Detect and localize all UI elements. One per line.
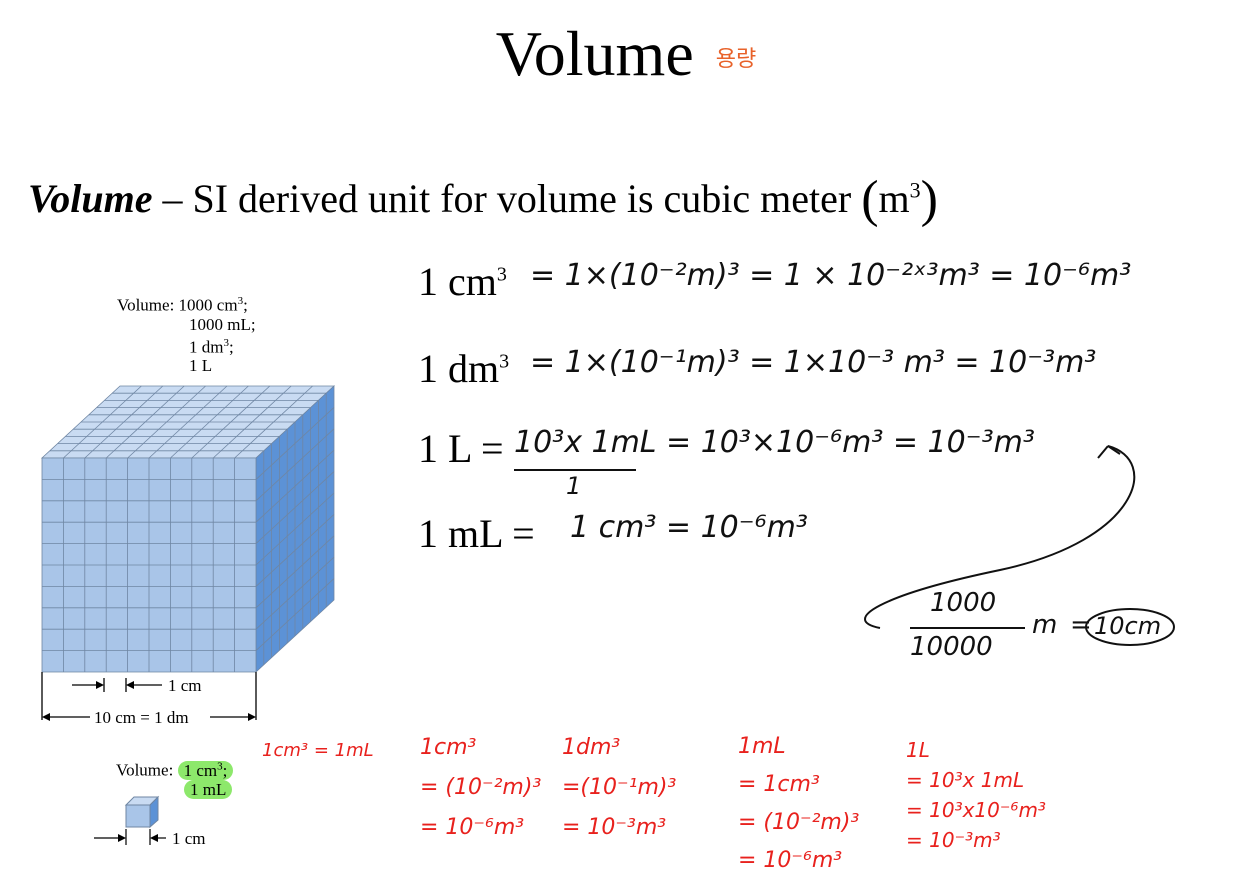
side-result: 10cm — [1094, 612, 1162, 640]
small-volume-ml-row: 1 mL — [184, 780, 233, 799]
dim-arrowhead-3 — [42, 713, 50, 721]
red-column-4-line-2: = 10³x 1mL — [906, 768, 1025, 792]
red-column-4-line-4: = 10⁻³m³ — [906, 828, 1001, 852]
definition-text: SI derived unit for volume is cubic mete… — [192, 176, 862, 221]
red-column-2-line-2: =(10⁻¹m)³ — [562, 775, 677, 800]
title-korean-note: 용량 — [715, 47, 757, 73]
definition-dash: – — [152, 176, 193, 221]
equation-3-lhs: 1 L = — [418, 426, 504, 471]
side-unit: m — [1032, 610, 1058, 640]
equation-4-handwritten: 1 cm³ = 10⁻⁶m³ — [570, 510, 808, 545]
small-volume-cm-highlight: 1 cm3; — [177, 760, 234, 780]
definition-unit-exp: 3 — [909, 177, 921, 203]
red-note-top: 1cm³ = 1mL — [262, 740, 374, 761]
cube-grid-line — [255, 578, 335, 651]
small-dim-arrowhead-2 — [150, 834, 158, 842]
page-title: Volume 용량 — [0, 14, 1252, 100]
figure-volume-caption: Volume: 1000 cm3; 1000 mL; 1 dm3; 1 L — [117, 295, 256, 376]
small-volume-cm: 1 cm — [183, 760, 218, 780]
red-column-4: 1L = 10³x 1mL = 10³x10⁻⁶m³ = 10⁻³m³ — [906, 735, 1046, 855]
cube-grid — [40, 385, 336, 673]
red-column-3-line-3: = (10⁻²m)³ — [738, 810, 860, 835]
small-cube-illustration — [94, 795, 166, 845]
volume-line-ml: 1000 mL; — [189, 314, 256, 334]
cm-label: 1 cm — [168, 676, 202, 695]
cube-grid-line — [255, 556, 335, 630]
cube-grid-line — [212, 385, 292, 459]
equation-1-handwritten: = 1×(10⁻²m)³ = 1 × 10⁻²ˣ³m³ = 10⁻⁶m³ — [530, 258, 1132, 293]
equation-4-lhs: 1 mL = — [418, 511, 535, 556]
red-column-2: 1dm³ =(10⁻¹m)³ = 10⁻³m³ — [562, 728, 676, 848]
fraction-bar — [514, 469, 636, 471]
cube-grid-line — [255, 492, 335, 566]
volume-line-l: 1 L — [189, 356, 213, 376]
curved-arrow — [864, 445, 1175, 646]
volume-label: Volume: 1000 cm — [117, 295, 238, 315]
equation-2-lhs: 1 dm3 — [418, 345, 509, 392]
red-column-4-line-1: 1L — [906, 738, 930, 762]
cube-grid-line — [255, 535, 335, 609]
red-column-1-line-2: = (10⁻²m)³ — [420, 775, 542, 800]
red-column-3-line-2: = 1cm³ — [738, 772, 820, 797]
equation-2-exp: 3 — [499, 350, 510, 373]
curved-arrow-head — [1097, 445, 1121, 459]
side-denominator: 10000 — [910, 632, 993, 662]
red-column-1-line-3: = 10⁻⁶m³ — [420, 815, 525, 840]
small-cube-front — [125, 804, 151, 828]
red-column-3-line-1: 1mL — [738, 734, 786, 759]
definition-line: Volume – SI derived unit for volume is c… — [28, 170, 938, 229]
equation-3-handwritten: 10³x 1mL = 10³×10⁻⁶m³ = 10⁻³m³ — [514, 425, 1035, 460]
result-circle — [1085, 608, 1175, 646]
fraction-denominator: 1 — [566, 472, 582, 500]
equation-1-exp: 3 — [496, 263, 507, 286]
small-dim-arrowhead-1 — [118, 834, 126, 842]
cube-grid-line — [234, 385, 313, 459]
title-text: Volume — [495, 18, 694, 89]
curved-arrow-path — [864, 445, 1136, 629]
red-column-2-line-1: 1dm³ — [562, 735, 621, 760]
equation-1-lhs: 1 cm3 — [418, 258, 507, 305]
cube-illustration — [40, 385, 336, 721]
small-volume-label: Volume: — [116, 760, 174, 780]
dim-arrowhead-1 — [96, 681, 104, 689]
cube-grid-line — [255, 514, 335, 587]
dim-arrowhead-4 — [248, 713, 256, 721]
definition-term: Volume — [28, 176, 153, 221]
equation-1-label: 1 cm — [418, 259, 497, 304]
side-equals: = — [1070, 610, 1092, 640]
cube-grid-line — [191, 385, 271, 459]
cube-grid-line — [170, 385, 249, 459]
volume-line-dm: 1 dm — [189, 337, 224, 357]
small-cm-label: 1 cm — [172, 829, 206, 848]
red-column-1: 1cm³ = (10⁻²m)³ = 10⁻⁶m³ — [420, 728, 541, 848]
red-column-3-line-4: = 10⁻⁶m³ — [738, 848, 843, 873]
equation-2-label: 1 dm — [418, 346, 500, 391]
dim-arrowhead-2 — [126, 681, 134, 689]
small-volume-ml: 1 mL — [184, 780, 233, 799]
side-numerator: 1000 — [930, 588, 997, 618]
equation-2-handwritten: = 1×(10⁻¹m)³ = 1×10⁻³ m³ = 10⁻³m³ — [530, 345, 1097, 380]
red-column-4-line-3: = 10³x10⁻⁶m³ — [906, 798, 1046, 822]
paren-open: ( — [861, 171, 879, 228]
dm-label: 10 cm = 1 dm — [94, 708, 189, 727]
paren-close: ) — [920, 171, 938, 228]
red-column-3: 1mL = 1cm³ = (10⁻²m)³ = 10⁻⁶m³ — [738, 728, 859, 880]
red-column-2-line-3: = 10⁻³m³ — [562, 815, 667, 840]
red-column-1-line-1: 1cm³ — [420, 735, 477, 760]
definition-unit: m — [878, 176, 910, 221]
small-volume-caption: Volume: 1 cm3; — [116, 757, 234, 780]
